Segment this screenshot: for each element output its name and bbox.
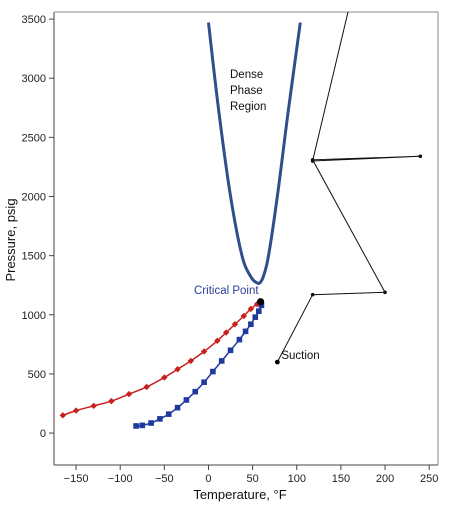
y-tick-label: 3500: [22, 14, 46, 26]
x-tick-label: 100: [288, 473, 306, 485]
series-blue-square-curve: [133, 302, 265, 429]
envelope-curve: [207, 22, 302, 286]
y-axis-title: Pressure, psig: [3, 198, 18, 281]
suction-marker: [274, 359, 280, 365]
red-diamond-marker: [231, 321, 239, 328]
y-tick-label: 2500: [22, 132, 46, 144]
x-axis-title: Temperature, °F: [193, 487, 286, 502]
x-tick-label: 250: [420, 473, 438, 485]
y-tick-label: 3000: [22, 73, 46, 85]
annotation-layer: Dense Phase Region Critical Point Suction: [194, 69, 320, 362]
compression-vertex: [310, 159, 315, 163]
suction-label: Suction: [281, 350, 319, 362]
series-layer: [59, 11, 423, 429]
red-diamond-marker: [240, 312, 247, 320]
red-diamond-marker: [90, 402, 97, 410]
red-diamond-marker: [222, 329, 230, 336]
x-tick-label: 50: [246, 473, 258, 485]
blue-square-marker: [174, 404, 181, 411]
blue-square-marker: [201, 379, 207, 386]
blue-square-marker: [183, 397, 190, 403]
blue-square-marker: [210, 368, 216, 375]
x-tick-label: 0: [205, 473, 211, 485]
red-diamond-marker: [59, 412, 67, 419]
y-tick-label: 2000: [22, 192, 46, 204]
blue-square-marker: [218, 358, 225, 364]
blue-square-marker: [165, 411, 172, 417]
dense-phase-label-line: Dense: [230, 69, 263, 81]
blue-square-marker: [236, 336, 243, 343]
blue-square-marker: [139, 422, 146, 429]
y-tick-label: 1000: [22, 310, 46, 322]
y-ticks: 0 500 1000 1500 2000 2500 3000 3500: [22, 14, 54, 440]
blue-square-marker: [258, 302, 265, 309]
x-tick-label: −100: [108, 473, 133, 485]
blue-square-marker: [248, 321, 254, 328]
axes: −150 −100 −50 0 50 100 150 200 250 0 500 1000 1500 2…: [22, 11, 439, 485]
red-diamond-marker: [247, 305, 255, 313]
blue-square-marker: [242, 328, 249, 335]
y-tick-label: 500: [28, 369, 46, 381]
y-tick-label: 1500: [22, 251, 46, 263]
compression-vertex: [418, 154, 423, 159]
red-diamond-marker: [125, 390, 133, 398]
compression-vertex: [310, 292, 315, 297]
blue-square-marker: [192, 388, 199, 395]
blue-square-marker: [227, 347, 234, 354]
red-diamond-marker: [187, 357, 195, 365]
red-diamond-marker: [143, 383, 150, 391]
series-red-diamond-curve: [59, 298, 263, 419]
blue-square-marker: [133, 423, 139, 429]
y-tick-label: 0: [40, 428, 46, 440]
dense-phase-label-line: Region: [230, 101, 266, 113]
blue-square-marker: [148, 420, 154, 426]
blue-square-marker: [256, 308, 262, 315]
x-ticks: −150 −100 −50 0 50 100 150 200 250: [64, 465, 438, 485]
compression-path-line: [276, 11, 421, 363]
red-diamond-marker: [161, 374, 168, 381]
blue-square-marker: [157, 416, 163, 422]
x-tick-label: −50: [155, 473, 174, 485]
x-tick-label: 150: [332, 473, 350, 485]
x-tick-label: −150: [64, 473, 89, 485]
compression-vertex: [383, 290, 387, 295]
series-compression-path: [275, 11, 423, 364]
red-diamond-marker: [72, 407, 80, 414]
series-dense-phase-envelope: [207, 22, 302, 286]
red-diamond-marker: [214, 337, 221, 345]
red-diamond-marker: [200, 348, 208, 355]
critical-point-label: Critical Point: [194, 285, 259, 297]
critical-point-marker: [256, 298, 265, 306]
dense-phase-label-line: Phase: [230, 85, 263, 97]
red-diamond-marker: [174, 365, 181, 373]
red-diamond-marker: [108, 397, 115, 405]
x-tick-label: 200: [376, 473, 394, 485]
red-curve-line: [62, 301, 261, 417]
blue-square-marker: [252, 314, 259, 320]
blue-curve-line: [136, 305, 263, 427]
